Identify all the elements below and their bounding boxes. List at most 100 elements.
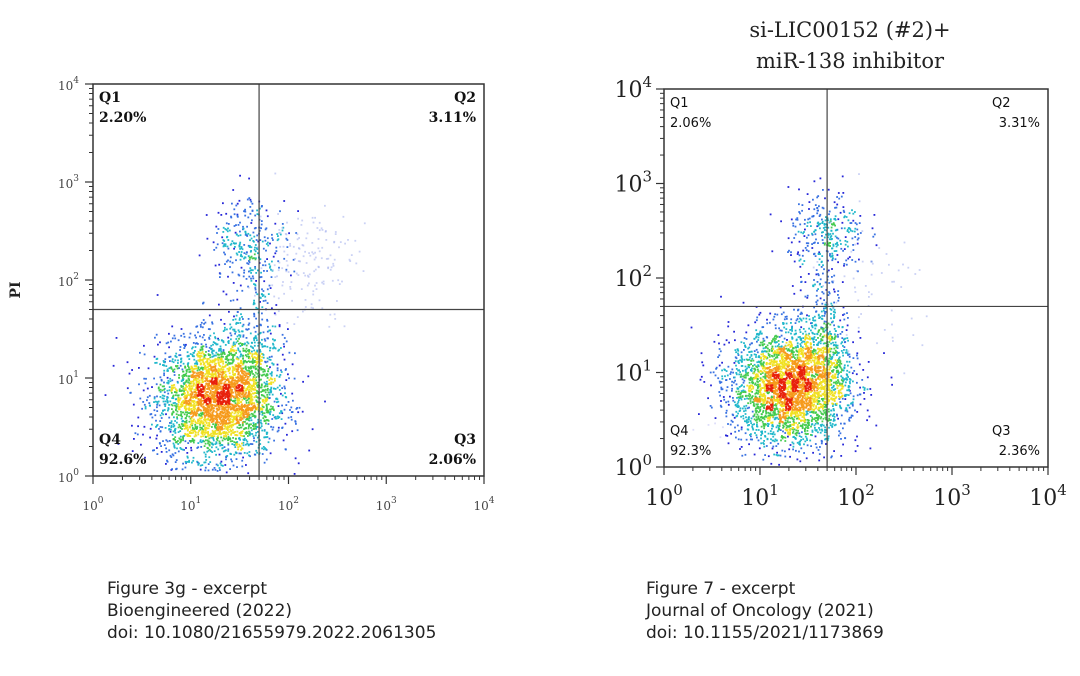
scatter-point	[262, 354, 265, 356]
scatter-point	[239, 221, 241, 224]
y-tick-label: 103	[58, 174, 79, 191]
scatter-point	[263, 373, 266, 376]
scatter-point	[260, 411, 263, 413]
scatter-point	[265, 404, 268, 407]
scatter-point	[208, 443, 211, 446]
scatter-point	[362, 270, 365, 272]
scatter-point	[131, 424, 133, 427]
scatter-point	[204, 354, 207, 357]
scatter-point	[227, 386, 230, 389]
scatter-point	[182, 436, 184, 438]
scatter-point	[205, 402, 208, 405]
scatter-point	[171, 453, 174, 456]
scatter-point	[256, 353, 259, 356]
scatter-point	[195, 381, 198, 384]
scatter-point	[199, 423, 201, 426]
scatter-point	[224, 392, 227, 395]
scatter-point	[798, 211, 801, 213]
scatter-point	[890, 309, 893, 312]
scatter-point	[239, 417, 242, 419]
scatter-point	[729, 423, 732, 426]
scatter-point	[196, 395, 199, 397]
scatter-point	[225, 222, 228, 225]
scatter-point	[776, 454, 779, 457]
scatter-point	[748, 406, 750, 409]
scatter-point	[791, 326, 793, 329]
scatter-point	[858, 258, 860, 261]
scatter-point	[195, 389, 197, 392]
scatter-point	[732, 399, 735, 402]
scatter-point	[228, 406, 231, 409]
scatter-point	[234, 437, 237, 440]
scatter-point	[190, 382, 193, 385]
scatter-point	[276, 367, 279, 370]
scatter-point	[194, 425, 197, 428]
scatter-point	[254, 335, 257, 338]
scatter-point	[257, 344, 260, 347]
scatter-point	[197, 375, 200, 378]
scatter-point	[229, 243, 232, 246]
scatter-point	[259, 397, 262, 400]
scatter-point	[251, 210, 254, 212]
scatter-point	[248, 454, 250, 457]
scatter-point	[167, 341, 170, 344]
scatter-point	[178, 399, 180, 402]
scatter-point	[156, 434, 158, 437]
scatter-point	[214, 375, 217, 377]
scatter-point	[263, 381, 266, 384]
y-tick-label: 102	[58, 272, 79, 289]
scatter-point	[273, 387, 275, 390]
scatter-point	[325, 258, 328, 260]
scatter-point	[219, 365, 221, 367]
scatter-point	[731, 384, 733, 387]
scatter-point	[249, 383, 252, 386]
scatter-point	[266, 345, 269, 348]
scatter-point	[266, 377, 269, 379]
scatter-point	[250, 429, 253, 432]
scatter-point	[174, 439, 177, 442]
scatter-point	[255, 257, 257, 260]
scatter-point	[838, 296, 840, 299]
scatter-point	[156, 395, 158, 398]
scatter-point	[253, 315, 256, 318]
scatter-point	[227, 413, 230, 416]
scatter-point	[859, 403, 862, 406]
scatter-point	[803, 235, 806, 237]
scatter-point	[265, 209, 268, 212]
scatter-point	[266, 330, 269, 333]
scatter-point	[800, 276, 802, 278]
scatter-point	[163, 372, 165, 375]
scatter-point	[220, 419, 222, 422]
scatter-point	[190, 374, 193, 377]
scatter-point	[251, 269, 254, 272]
scatter-point	[792, 224, 795, 227]
scatter-point	[115, 337, 118, 339]
scatter-point	[198, 369, 201, 371]
scatter-point	[189, 393, 192, 396]
scatter-point	[215, 433, 218, 435]
scatter-point	[170, 422, 173, 424]
scatter-point	[825, 443, 827, 445]
scatter-point	[273, 264, 276, 267]
scatter-point	[734, 339, 736, 342]
scatter-point	[180, 417, 183, 420]
scatter-point	[259, 215, 262, 218]
scatter-point	[207, 375, 209, 377]
scatter-point	[185, 427, 188, 430]
scatter-point	[180, 414, 182, 417]
scatter-point	[278, 376, 281, 378]
scatter-point	[305, 262, 308, 264]
scatter-point	[234, 415, 237, 418]
scatter-point	[718, 391, 721, 393]
scatter-point	[910, 317, 913, 320]
scatter-point	[311, 216, 314, 219]
scatter-point	[173, 386, 176, 389]
scatter-point	[163, 395, 166, 397]
scatter-point	[280, 371, 283, 373]
scatter-point	[834, 258, 837, 261]
scatter-point	[183, 396, 186, 398]
scatter-point	[220, 368, 223, 371]
scatter-point	[250, 272, 252, 274]
scatter-point	[235, 349, 238, 352]
